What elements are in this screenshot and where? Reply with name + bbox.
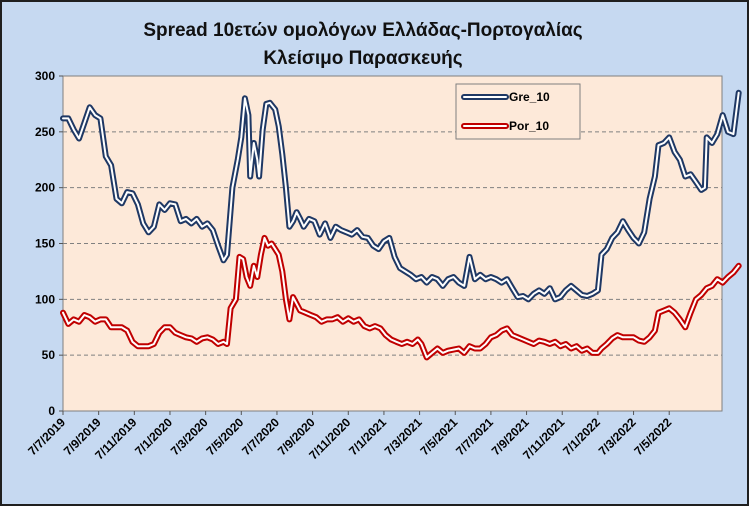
x-tick-label: 7/7/2020 xyxy=(239,415,282,458)
x-tick-label: 7/3/2020 xyxy=(168,415,211,458)
y-tick-label: 150 xyxy=(35,237,55,251)
legend-label-gre-10: Gre_10 xyxy=(509,90,550,104)
legend: Gre_10 Por_10 xyxy=(455,83,581,140)
y-tick-label: 250 xyxy=(35,125,55,139)
y-tick-label: 50 xyxy=(42,348,56,362)
x-tick-label: 7/1/2021 xyxy=(346,415,389,458)
x-tick-label: 7/1/2022 xyxy=(560,415,603,458)
legend-box xyxy=(455,83,581,140)
x-tick-label: 7/3/2021 xyxy=(382,415,425,458)
y-axis-ticks: 0 50 100 150 200 250 300 xyxy=(35,69,63,418)
y-tick-label: 200 xyxy=(35,181,55,195)
x-tick-label: 7/1/2020 xyxy=(132,415,175,458)
legend-label-por-10: Por_10 xyxy=(509,119,549,133)
x-tick-label: 7/3/2022 xyxy=(596,415,639,458)
series-group xyxy=(60,89,742,361)
series-line-gre-10 xyxy=(62,91,740,301)
series-line-por-10 xyxy=(62,236,740,359)
y-tick-label: 100 xyxy=(35,292,55,306)
y-tick-label: 300 xyxy=(35,69,55,83)
chart-title: Spread 10ετών ομολόγων Ελλάδας-Πορτογαλί… xyxy=(143,20,582,41)
x-tick-label: 7/7/2021 xyxy=(453,415,496,458)
x-tick-label: 7/5/2021 xyxy=(417,415,460,458)
x-tick-label: 7/5/2020 xyxy=(203,415,246,458)
x-tick-label: 7/5/2022 xyxy=(631,415,674,458)
y-tick-label: 0 xyxy=(48,404,55,418)
x-tick-label: 7/7/2019 xyxy=(25,415,68,458)
chart-subtitle: Κλείσιμο Παρασκευής xyxy=(263,48,462,69)
x-axis-ticks: 7/7/20197/9/20197/11/20197/1/20207/3/202… xyxy=(25,411,675,462)
